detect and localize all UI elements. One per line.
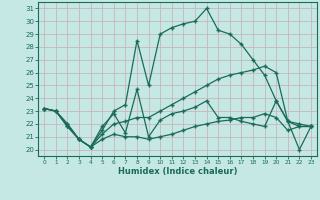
X-axis label: Humidex (Indice chaleur): Humidex (Indice chaleur)	[118, 167, 237, 176]
